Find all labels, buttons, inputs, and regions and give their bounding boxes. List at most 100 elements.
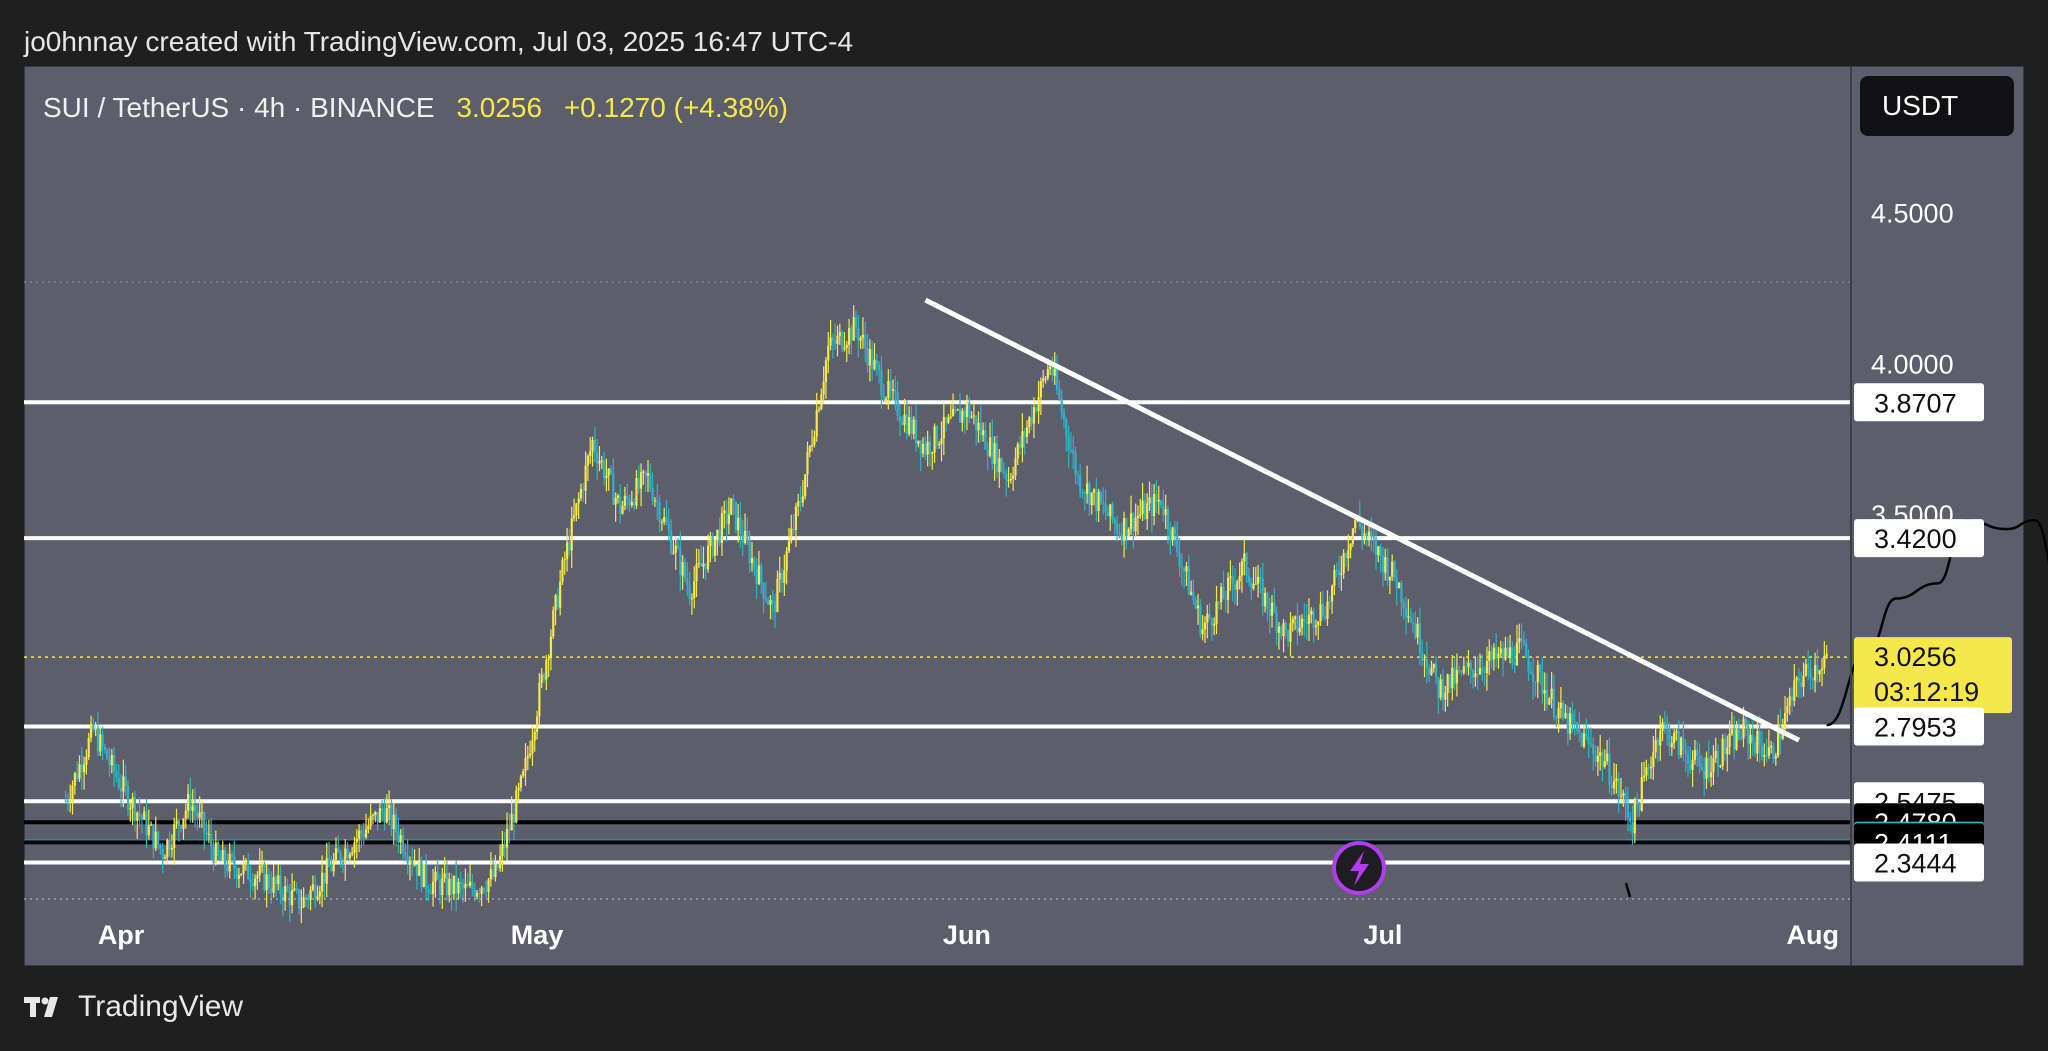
candle-body (364, 829, 368, 838)
candle-body (1649, 767, 1653, 769)
candle-body (653, 500, 657, 502)
candle-body (1416, 623, 1419, 638)
candle-body (186, 793, 190, 811)
candle-body (547, 658, 550, 660)
candle-body (212, 847, 215, 863)
candle-body (1014, 458, 1017, 476)
candle-body (1677, 731, 1680, 755)
candle-body (1284, 623, 1287, 631)
candle-body (1580, 732, 1583, 747)
candle-body (760, 565, 763, 584)
candle-body (1023, 431, 1026, 437)
candle-body (147, 825, 150, 836)
candle-body (734, 501, 737, 531)
candle-body (533, 731, 536, 741)
candle-body (651, 488, 654, 502)
candle-body (1536, 664, 1539, 683)
lightning-icon[interactable] (1332, 841, 1386, 895)
candle-body (1162, 505, 1165, 515)
candle-body (1820, 668, 1824, 671)
candle-body (787, 541, 791, 552)
candle-body (1210, 618, 1214, 626)
candle-body (1825, 653, 1828, 658)
candle-body (1733, 729, 1736, 750)
candle-body (697, 563, 700, 565)
candle-body (522, 771, 525, 777)
candle-body (940, 438, 943, 445)
x-axis-tick-label: May (511, 920, 564, 950)
projection-path-drawing[interactable] (1826, 167, 2048, 727)
candle-body (1668, 728, 1671, 747)
candle-body (1511, 647, 1514, 664)
candle-body (316, 896, 319, 900)
candle-body (1656, 739, 1660, 746)
candle-body (628, 499, 631, 506)
candle-body (1719, 766, 1722, 768)
candle-body (1312, 610, 1315, 628)
candle-body (325, 858, 328, 884)
candle-body (478, 892, 481, 894)
candle-body (1818, 670, 1821, 675)
candle-body (1148, 497, 1151, 504)
candle-body (332, 859, 335, 872)
candle-body (1465, 666, 1468, 668)
candle-body (1164, 508, 1167, 515)
candle-body (378, 808, 382, 823)
candle-body (776, 578, 779, 612)
candle-body (1183, 568, 1186, 572)
candle-body (894, 389, 897, 393)
chart-frame[interactable] (24, 66, 2024, 966)
candle-body (1705, 757, 1708, 779)
candle-body (1622, 793, 1625, 796)
candle-body (1760, 745, 1764, 757)
candle-body (901, 421, 904, 425)
candle-body (1548, 698, 1551, 705)
candle-body (1596, 755, 1599, 762)
currency-button[interactable]: USDT (1860, 76, 2014, 136)
footer-brand[interactable]: TradingView (24, 990, 243, 1024)
candle-body (1603, 761, 1606, 767)
candle-body (307, 898, 310, 900)
candle-body (1629, 817, 1632, 823)
candle-body (168, 839, 171, 850)
candle-body (1190, 591, 1193, 595)
candle-body (1469, 662, 1472, 670)
candle-body (487, 879, 490, 892)
candle-body (295, 888, 298, 890)
candle-body (783, 570, 786, 584)
candle-body (482, 887, 486, 891)
candle-body (369, 816, 372, 827)
candle-body (1236, 581, 1239, 590)
trendline-drawing[interactable] (924, 297, 1801, 743)
candle-body (905, 414, 908, 434)
candle-body (441, 878, 444, 895)
candle-body (1201, 629, 1204, 635)
candle-body (598, 460, 601, 464)
candle-body (695, 564, 698, 581)
candle-body (956, 409, 959, 411)
candle-body (1270, 602, 1274, 616)
candle-body (1351, 528, 1354, 544)
candle-body (917, 440, 920, 444)
candle-body (683, 562, 687, 579)
candle-body (1372, 536, 1375, 539)
candle-body (145, 811, 148, 836)
candle-body (1515, 642, 1519, 666)
candle-body (1529, 671, 1532, 675)
candle-body (931, 452, 934, 454)
candle-body (1282, 623, 1285, 637)
candle-body (1582, 733, 1586, 747)
candle-body (334, 848, 338, 860)
candle-body (1485, 660, 1489, 674)
candle-body (260, 865, 264, 867)
candle-body (1277, 626, 1281, 633)
candle-body (270, 887, 273, 893)
candle-body (1823, 657, 1826, 669)
candle-body (251, 882, 254, 887)
candle-body (200, 812, 204, 814)
bar-countdown-label: 03:12:19 (1874, 677, 1979, 707)
candle-body (290, 890, 294, 906)
candle-body (686, 578, 689, 586)
candle-body (817, 409, 821, 411)
